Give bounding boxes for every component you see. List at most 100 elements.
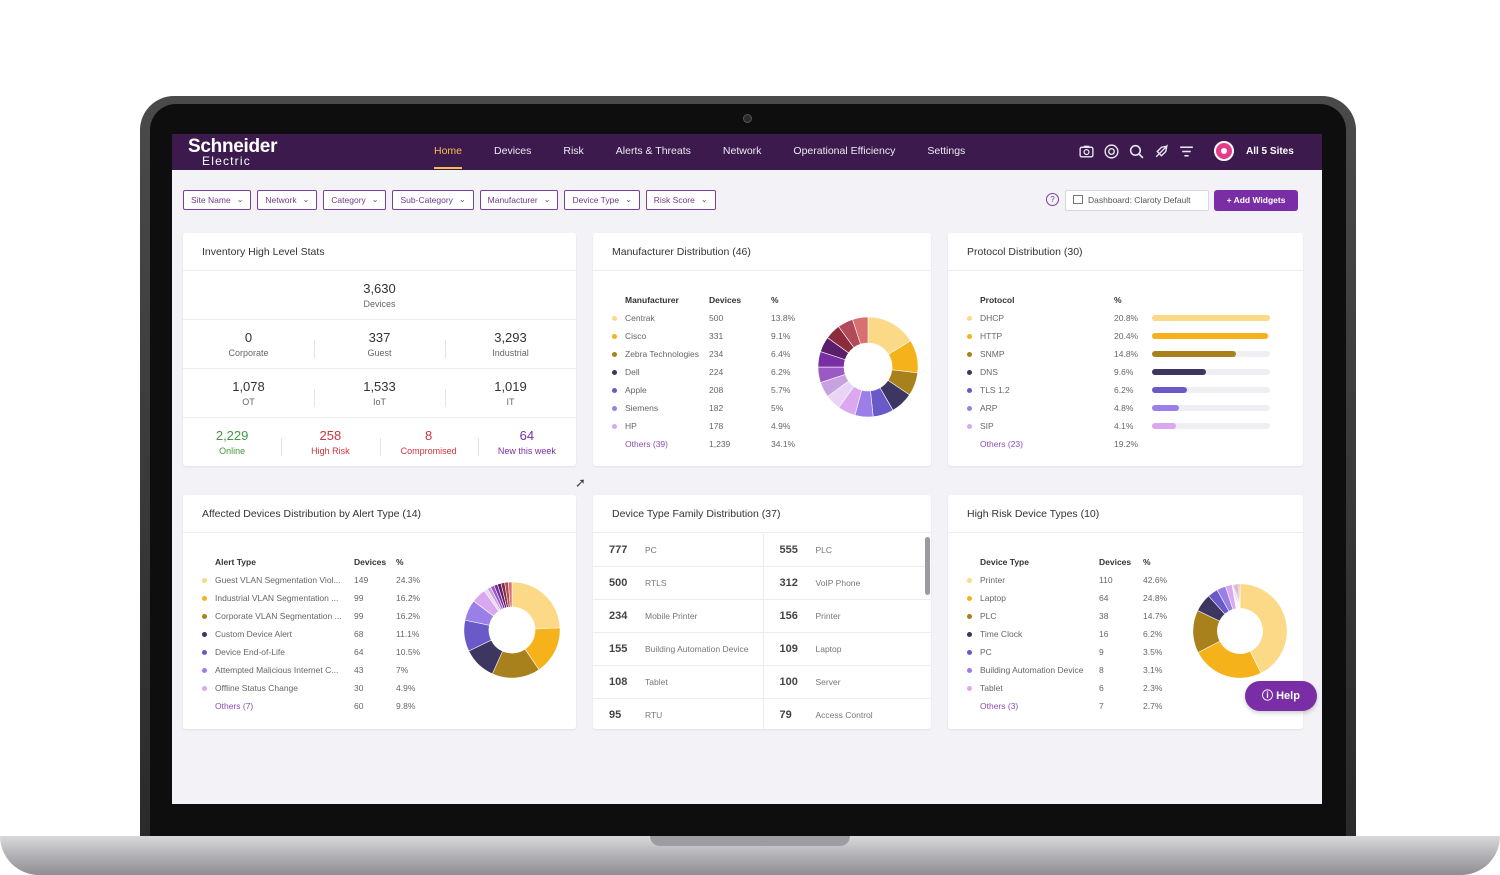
nav-operational-efficiency[interactable]: Operational Efficiency [793, 145, 896, 157]
device-family-cell[interactable]: 109 Laptop [762, 633, 932, 665]
table-row[interactable]: Guest VLAN Segmentation Viol... 149 24.3% [202, 571, 462, 589]
table-row[interactable]: Others (3) 7 2.7% [967, 697, 1197, 715]
table-row[interactable]: Custom Device Alert 68 11.1% [202, 625, 462, 643]
donut-slice[interactable] [1239, 583, 1288, 674]
camera-sync-icon[interactable] [1078, 143, 1095, 160]
help-button[interactable]: ⓘ Help [1245, 681, 1317, 711]
filter-network[interactable]: Network ⌄ [257, 190, 318, 210]
rocket-icon[interactable] [1153, 143, 1170, 160]
device-family-cell[interactable]: 95 RTU [593, 699, 763, 729]
stat-ot[interactable]: 1,078 OT [183, 379, 314, 417]
add-widgets-button[interactable]: + Add Widgets [1214, 190, 1298, 211]
stat-corporate[interactable]: 0 Corporate [183, 330, 314, 368]
table-row[interactable]: Tablet 6 2.3% [967, 679, 1197, 697]
device-family-cell[interactable]: 156 Printer [762, 600, 932, 632]
stat-total[interactable]: 3,630 Devices [183, 281, 576, 319]
filter-risk-score[interactable]: Risk Score ⌄ [645, 190, 716, 210]
stat-high-risk[interactable]: 258 High Risk [281, 428, 379, 466]
table-row[interactable]: SIP 4.1% [967, 417, 1297, 435]
legend-dot-icon [202, 577, 207, 583]
nav-home[interactable]: Home [418, 134, 478, 170]
table-row[interactable]: Others (39) 1,239 34.1% [612, 435, 822, 453]
row-label-cell: Others (39) [612, 439, 709, 449]
filter-manufacturer[interactable]: Manufacturer ⌄ [479, 190, 559, 210]
device-family-cell[interactable]: 500 RTLS [593, 567, 763, 599]
donut-slice[interactable] [511, 581, 561, 630]
donut-slice-others[interactable] [1238, 583, 1241, 609]
help-icon[interactable]: ? [1046, 193, 1059, 206]
donut-slice-others[interactable] [852, 316, 869, 345]
table-row[interactable]: Attempted Malicious Internet C... 43 7% [202, 661, 462, 679]
scrollbar[interactable] [925, 537, 930, 595]
others-link[interactable]: Others (3) [980, 701, 1019, 711]
table-row[interactable]: Zebra Technologies 234 6.4% [612, 345, 822, 363]
others-link[interactable]: Others (7) [215, 701, 254, 711]
table-row[interactable]: Others (7) 60 9.8% [202, 697, 462, 715]
stat-it[interactable]: 1,019 IT [445, 379, 576, 417]
dashboard-select[interactable]: Dashboard: Claroty Default [1065, 190, 1209, 211]
stat-new-this-week[interactable]: 64 New this week [477, 428, 576, 466]
alert-type-donut-chart[interactable] [462, 580, 562, 680]
others-link[interactable]: Others (23) [980, 439, 1023, 449]
table-row[interactable]: PC 9 3.5% [967, 643, 1197, 661]
table-row[interactable]: Laptop 64 24.8% [967, 589, 1197, 607]
filter-sub-category[interactable]: Sub-Category ⌄ [392, 190, 474, 210]
table-row[interactable]: Cisco 331 9.1% [612, 327, 822, 345]
table-row[interactable]: HTTP 20.4% [967, 327, 1297, 345]
stat-online[interactable]: 2,229 Online [183, 428, 281, 466]
table-row[interactable]: Dell 224 6.2% [612, 363, 822, 381]
high-risk-donut-chart[interactable] [1191, 582, 1289, 680]
device-family-cell[interactable]: 155 Building Automation Device [593, 633, 763, 665]
device-family-cell[interactable]: 555 PLC [762, 534, 932, 566]
support-icon[interactable] [1103, 143, 1120, 160]
nav-risk[interactable]: Risk [563, 145, 584, 157]
sites-selector[interactable]: All 5 Sites [1246, 146, 1294, 157]
device-family-cell[interactable]: 108 Tablet [593, 666, 763, 698]
table-row[interactable]: HP 178 4.9% [612, 417, 822, 435]
device-family-cell[interactable]: 100 Server [762, 666, 932, 698]
device-family-cell[interactable]: 312 VoIP Phone [762, 567, 932, 599]
table-row[interactable]: Centrak 500 13.8% [612, 309, 822, 327]
table-row[interactable]: Building Automation Device 8 3.1% [967, 661, 1197, 679]
table-row[interactable]: Apple 208 5.7% [612, 381, 822, 399]
avatar[interactable] [1214, 141, 1234, 161]
nav-network[interactable]: Network [722, 145, 762, 157]
table-row[interactable]: TLS 1.2 6.2% [967, 381, 1297, 399]
manufacturer-donut-chart[interactable] [816, 315, 920, 419]
nav-settings[interactable]: Settings [927, 145, 966, 157]
high-risk-table: Device Type Devices% Printer 110 42.6% Laptop… [967, 553, 1197, 715]
table-row[interactable]: PLC 38 14.7% [967, 607, 1197, 625]
table-row[interactable]: Device End-of-Life 64 10.5% [202, 643, 462, 661]
filter-category[interactable]: Category ⌄ [323, 190, 387, 210]
logo[interactable]: Schneider Electric [188, 137, 277, 167]
table-row[interactable]: Others (23) 19.2% [967, 435, 1297, 453]
stat-industrial[interactable]: 3,293 Industrial [445, 330, 576, 368]
nav-devices[interactable]: Devices [494, 145, 532, 157]
table-row[interactable]: SNMP 14.8% [967, 345, 1297, 363]
table-row[interactable]: Industrial VLAN Segmentation ... 99 16.2% [202, 589, 462, 607]
table-row[interactable]: Siemens 182 5% [612, 399, 822, 417]
row-percent: 19.2% [1114, 439, 1139, 449]
table-row[interactable]: DNS 9.6% [967, 363, 1297, 381]
search-icon[interactable] [1128, 143, 1145, 160]
others-link[interactable]: Others (39) [625, 439, 668, 449]
stat-guest[interactable]: 337 Guest [314, 330, 445, 368]
nav-alerts-threats[interactable]: Alerts & Threats [615, 145, 691, 157]
donut-slice-others[interactable] [507, 581, 513, 608]
device-family-cell[interactable]: 234 Mobile Printer [593, 600, 763, 632]
filter-device-type[interactable]: Device Type ⌄ [564, 190, 640, 210]
stat-compromised[interactable]: 8 Compromised [379, 428, 478, 466]
table-row[interactable]: Corporate VLAN Segmentation ... 99 16.2% [202, 607, 462, 625]
table-row[interactable]: DHCP 20.8% [967, 309, 1297, 327]
table-row[interactable]: ARP 4.8% [967, 399, 1297, 417]
filter-label: Network [265, 195, 297, 205]
table-row[interactable]: Offline Status Change 30 4.9% [202, 679, 462, 697]
stat-iot[interactable]: 1,533 IoT [314, 379, 445, 417]
device-family-cell[interactable]: 79 Access Control [762, 699, 932, 729]
filter-icon[interactable] [1178, 143, 1195, 160]
device-family-cell[interactable]: 777 PC [593, 534, 763, 566]
row-percent: 16.2% [396, 593, 421, 603]
table-row[interactable]: Printer 110 42.6% [967, 571, 1197, 589]
filter-site-name[interactable]: Site Name ⌄ [183, 190, 252, 210]
table-row[interactable]: Time Clock 16 6.2% [967, 625, 1197, 643]
